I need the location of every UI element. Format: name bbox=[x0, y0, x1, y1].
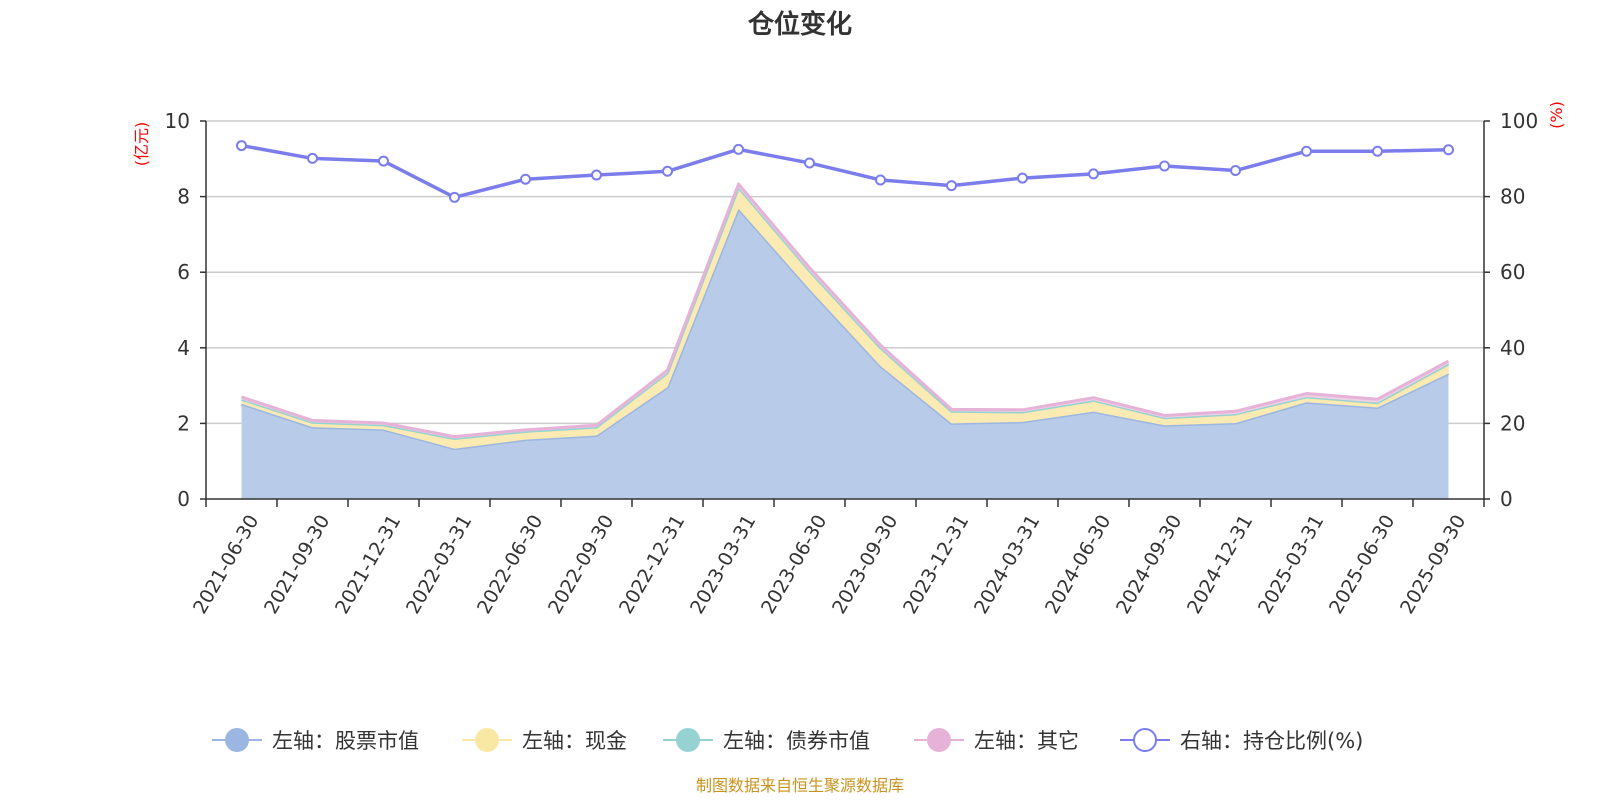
ratio-point bbox=[236, 140, 247, 152]
legend-marker bbox=[1133, 728, 1157, 752]
left-tick-label: 6 bbox=[177, 260, 190, 284]
right-tick-label: 20 bbox=[1500, 411, 1525, 435]
legend-label: 左轴：现金 bbox=[522, 729, 627, 753]
ratio-point bbox=[1372, 145, 1383, 157]
x-tick-label: 2023-12-31 bbox=[899, 511, 973, 618]
x-tick-label: 2021-12-31 bbox=[331, 511, 405, 618]
x-tick-label: 2025-03-31 bbox=[1254, 511, 1328, 618]
x-tick-label: 2022-06-30 bbox=[473, 511, 547, 618]
area-edge-3 bbox=[241, 182, 1450, 439]
legend: 左轴：股票市值 左轴：现金 左轴：债券市值 左轴：其它 右轴：持仓比例(%) bbox=[212, 728, 1363, 753]
ratio-point bbox=[307, 152, 318, 164]
position-ratio-line bbox=[236, 140, 1454, 203]
ratio-point bbox=[733, 143, 744, 155]
left-tick-label: 8 bbox=[177, 185, 190, 209]
left-tick-label: 4 bbox=[177, 336, 190, 360]
ratio-point bbox=[1159, 160, 1170, 172]
right-tick-label: 40 bbox=[1500, 336, 1525, 360]
stacked-areas bbox=[241, 182, 1450, 500]
x-tick-label: 2025-09-30 bbox=[1396, 511, 1470, 618]
ratio-line-path bbox=[241, 143, 1449, 200]
x-tick-label: 2024-03-31 bbox=[970, 511, 1044, 618]
ratio-point bbox=[520, 173, 531, 185]
ratio-point bbox=[449, 191, 460, 203]
left-tick-label: 10 bbox=[165, 109, 190, 133]
right-axis-unit: (%) bbox=[1547, 101, 1566, 129]
ratio-point bbox=[1301, 145, 1312, 157]
right-tick-label: 100 bbox=[1500, 109, 1538, 133]
x-tick-label: 2022-12-31 bbox=[615, 511, 689, 618]
legend-label: 左轴：股票市值 bbox=[272, 729, 419, 753]
right-tick-label: 80 bbox=[1500, 185, 1525, 209]
x-tick-label: 2025-06-30 bbox=[1325, 511, 1399, 618]
x-tick-label: 2024-06-30 bbox=[1041, 511, 1115, 618]
x-tick-label: 2023-03-31 bbox=[686, 511, 760, 618]
legend-marker bbox=[225, 728, 249, 752]
x-tick-label: 2024-09-30 bbox=[1112, 511, 1186, 618]
source-note: 制图数据来自恒生聚源数据库 bbox=[696, 776, 904, 795]
x-tick-label: 2022-09-30 bbox=[544, 511, 618, 618]
x-tick-label: 2022-03-31 bbox=[402, 511, 476, 618]
right-tick-label: 60 bbox=[1500, 260, 1525, 284]
chart-title: 仓位变化 bbox=[747, 9, 852, 40]
ratio-point bbox=[875, 174, 886, 186]
x-axis-ticks: 2021-06-302021-09-302021-12-312022-03-31… bbox=[189, 511, 1470, 618]
ratio-point bbox=[804, 157, 815, 169]
ratio-point bbox=[946, 180, 957, 192]
area-1 bbox=[241, 187, 1449, 449]
ratio-point bbox=[662, 165, 673, 177]
legend-marker bbox=[927, 728, 951, 752]
left-tick-label: 0 bbox=[177, 487, 190, 511]
legend-label: 左轴：其它 bbox=[974, 729, 1079, 753]
ratio-point bbox=[1088, 168, 1099, 180]
legend-label: 右轴：持仓比例(%) bbox=[1180, 729, 1363, 753]
x-tick-label: 2023-09-30 bbox=[828, 511, 902, 618]
left-axis-unit: (亿元) bbox=[132, 122, 151, 167]
legend-marker bbox=[475, 728, 499, 752]
x-tick-label: 2021-06-30 bbox=[189, 511, 263, 618]
x-tick-label: 2021-09-30 bbox=[260, 511, 334, 618]
legend-label: 左轴：债券市值 bbox=[723, 729, 870, 753]
ratio-point bbox=[1017, 172, 1028, 184]
ratio-point bbox=[378, 155, 389, 167]
x-tick-label: 2023-06-30 bbox=[757, 511, 831, 618]
ratio-point bbox=[1443, 144, 1454, 156]
axes bbox=[200, 120, 1490, 507]
x-tick-label: 2024-12-31 bbox=[1183, 511, 1257, 618]
area-0 bbox=[241, 208, 1449, 500]
legend-marker bbox=[676, 728, 700, 752]
ratio-point bbox=[1230, 165, 1241, 177]
y-axis-ticks: 0 0 2 20 4 40 6 60 8 80 10 100 bbox=[165, 109, 1539, 511]
ratio-point bbox=[591, 169, 602, 181]
right-tick-label: 0 bbox=[1500, 487, 1513, 511]
left-tick-label: 2 bbox=[177, 411, 190, 435]
